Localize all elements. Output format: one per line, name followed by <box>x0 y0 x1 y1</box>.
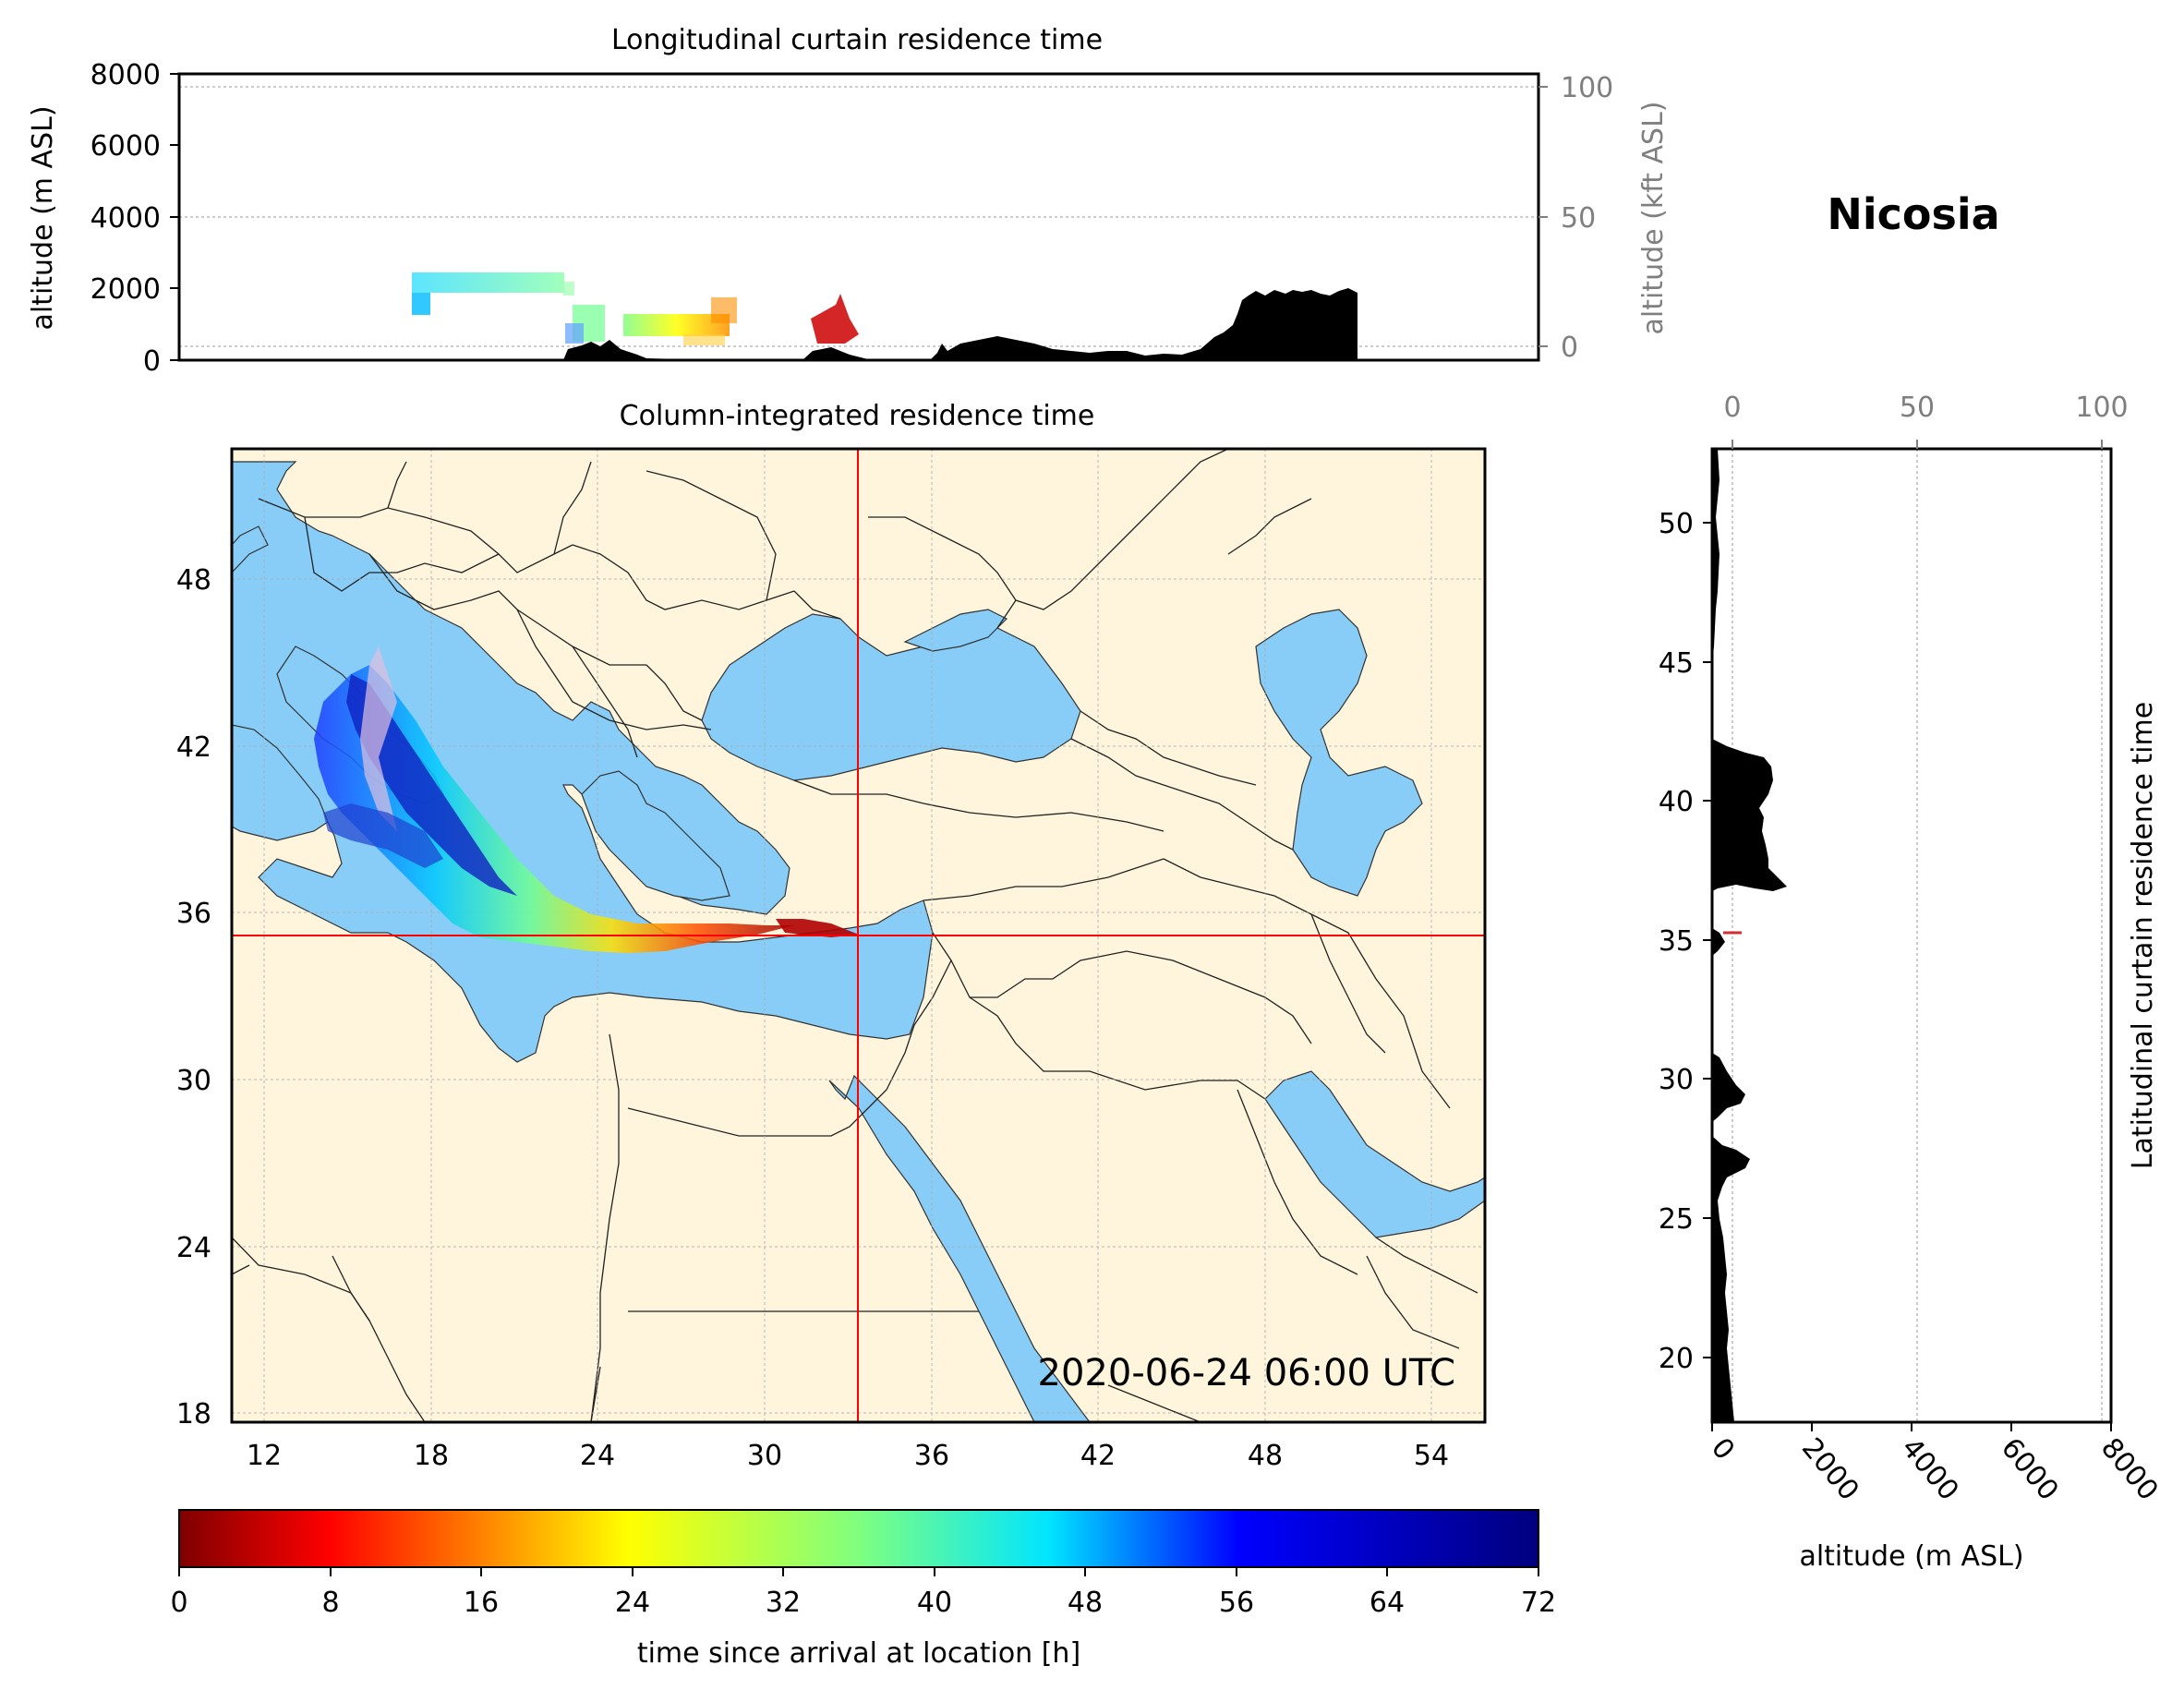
colorbar-tick: 64 <box>1370 1587 1405 1619</box>
map-lon-tick: 30 <box>747 1440 782 1472</box>
colorbar-tick: 16 <box>464 1587 499 1619</box>
map-lat-tick: 42 <box>176 731 211 764</box>
colorbar-label: time since arrival at location [h] <box>637 1637 1080 1670</box>
longitudinal-title: Longitudinal curtain residence time <box>611 24 1103 56</box>
tyrrhenian-sea <box>232 724 329 841</box>
map-lat-tick: 30 <box>176 1065 211 1097</box>
latitudinal-xtick: 6000 <box>1995 1432 2065 1507</box>
colorbar-tick: 40 <box>917 1587 952 1619</box>
aegean-sea <box>581 770 730 901</box>
sea-of-azov <box>903 609 1008 652</box>
caspian-sea <box>1255 609 1423 897</box>
longitudinal-ylabel-left: altitude (m ASL) <box>27 105 59 330</box>
latitudinal-lat-tick: 20 <box>1659 1343 1694 1375</box>
latitudinal-lat-tick: 40 <box>1659 786 1694 818</box>
latitudinal-ylabel: Latitudinal curtain residence time <box>2127 702 2159 1169</box>
location-title: Nicosia <box>1827 189 1999 239</box>
black-sea <box>701 613 1081 781</box>
longitudinal-ytick-right: 0 <box>1561 332 1578 364</box>
latitudinal-lat-tick: 30 <box>1659 1064 1694 1096</box>
map-lon-tick: 18 <box>414 1440 449 1472</box>
map-lon-tick: 48 <box>1248 1440 1283 1472</box>
colorbar-tick: 48 <box>1068 1587 1103 1619</box>
map-frame <box>230 447 1487 1424</box>
latitudinal-grid <box>1732 449 2103 1422</box>
red-sea <box>828 1074 1091 1422</box>
latitudinal-xtick-top: 100 <box>2075 392 2128 424</box>
colorbar-tick: 56 <box>1219 1587 1254 1619</box>
latitudinal-xtick: 4000 <box>1895 1432 1965 1507</box>
colorbar-tick: 32 <box>766 1587 801 1619</box>
map-timestamp: 2020-06-24 06:00 UTC <box>1038 1352 1455 1394</box>
latitudinal-xtick: 8000 <box>2094 1432 2165 1507</box>
latitudinal-xtick: 0 <box>1705 1432 1741 1467</box>
latitudinal-lat-tick: 25 <box>1659 1203 1694 1236</box>
map-title: Column-integrated residence time <box>620 400 1095 432</box>
residence-time-plume <box>314 646 859 953</box>
latitudinal-xtick: 2000 <box>1795 1432 1865 1507</box>
longitudinal-ytick-right: 50 <box>1561 202 1596 235</box>
latitudinal-lat-tick: 50 <box>1659 508 1694 540</box>
colorbar: 0 8 16 24 32 40 48 56 64 72 time since a… <box>170 1509 1556 1670</box>
colorbar-tick: 0 <box>170 1587 187 1619</box>
latitudinal-lat-tick: 45 <box>1659 647 1694 680</box>
map-lon-tick: 36 <box>914 1440 949 1472</box>
map-lat-tick: 48 <box>176 564 211 597</box>
longitudinal-ylabel-right: altitude (kft ASL) <box>1637 101 1670 334</box>
colorbar-tick: 8 <box>321 1587 339 1619</box>
latitudinal-curtain-panel: 20 25 30 35 40 45 50 0 50 100 0 2000 400… <box>1659 392 2165 1573</box>
longitudinal-terrain <box>563 288 1357 360</box>
colorbar-tick: 24 <box>615 1587 650 1619</box>
map-lat-tick: 24 <box>176 1232 211 1264</box>
map-lon-tick: 54 <box>1414 1440 1449 1472</box>
column-integrated-map-panel: Column-integrated residence time <box>176 400 1487 1472</box>
map-lon-tick: 24 <box>580 1440 615 1472</box>
longitudinal-curtain-panel: Longitudinal curtain residence time <box>27 24 1670 378</box>
longitudinal-ytick: 4000 <box>90 202 161 235</box>
colorbar-gradient <box>178 1509 1539 1568</box>
longitudinal-ytick: 2000 <box>90 273 161 306</box>
persian-gulf <box>1264 1070 1485 1238</box>
latitudinal-lat-tick: 35 <box>1659 925 1694 958</box>
longitudinal-ytick: 0 <box>143 345 161 378</box>
latitudinal-xtick-top: 50 <box>1900 392 1935 424</box>
longitudinal-ytick-right: 100 <box>1561 72 1613 104</box>
map-lon-tick: 12 <box>247 1440 282 1472</box>
map-lat-tick: 36 <box>176 898 211 930</box>
north-sea-fragment <box>232 525 269 573</box>
mediterranean-sea <box>232 461 934 1063</box>
longitudinal-ytick: 8000 <box>90 59 161 91</box>
map-lon-tick: 42 <box>1080 1440 1116 1472</box>
longitudinal-residence-field <box>412 272 859 345</box>
latitudinal-xtick-top: 0 <box>1723 392 1741 424</box>
colorbar-tick: 72 <box>1521 1587 1556 1619</box>
release-location-crosshair <box>232 449 1485 1422</box>
map-lat-tick: 18 <box>176 1398 211 1430</box>
latitudinal-terrain <box>1712 449 1787 1422</box>
latitudinal-xlabel: altitude (m ASL) <box>1799 1540 2023 1573</box>
longitudinal-ytick: 6000 <box>90 130 161 163</box>
